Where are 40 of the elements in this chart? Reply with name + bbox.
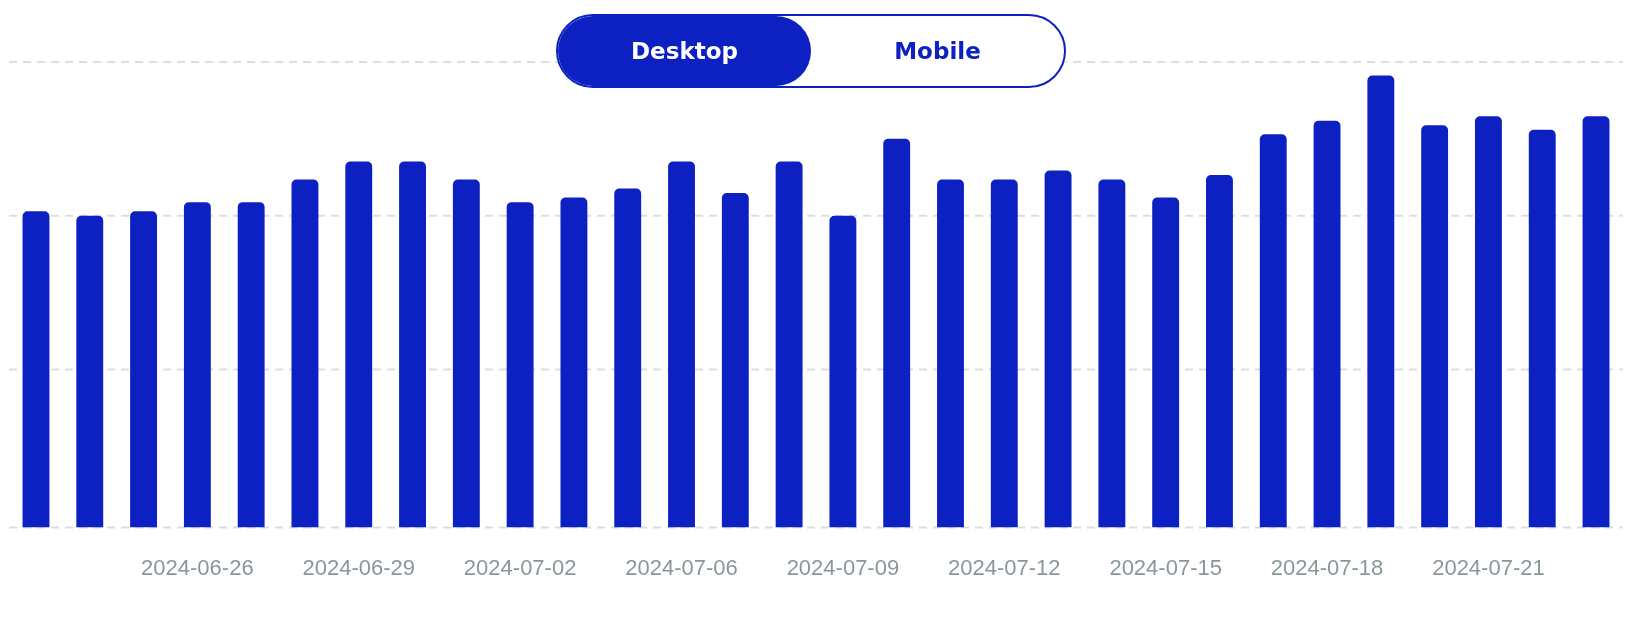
bar bbox=[775, 161, 803, 528]
x-tick-label: 2024-06-29 bbox=[302, 554, 416, 580]
bar bbox=[1474, 116, 1502, 528]
bar bbox=[1313, 120, 1341, 528]
bar bbox=[721, 193, 749, 528]
bar bbox=[668, 161, 695, 528]
bar bbox=[1259, 134, 1287, 528]
bar bbox=[1098, 179, 1126, 528]
x-tick-label: 2024-07-02 bbox=[463, 554, 577, 580]
x-tick-label: 2024-07-18 bbox=[1270, 554, 1384, 580]
x-tick-label: 2024-07-09 bbox=[786, 554, 900, 580]
bar bbox=[183, 202, 211, 528]
bar bbox=[1582, 116, 1610, 528]
bar bbox=[829, 215, 857, 528]
bar bbox=[883, 138, 911, 528]
bar bbox=[237, 202, 265, 528]
x-tick-label: 2024-07-06 bbox=[625, 554, 738, 580]
bar bbox=[399, 161, 426, 528]
bar bbox=[506, 202, 534, 528]
bar bbox=[1206, 175, 1233, 528]
x-tick-label: 2024-07-15 bbox=[1109, 554, 1222, 580]
view-toggle: Desktop Mobile bbox=[556, 14, 1066, 88]
bar bbox=[614, 188, 642, 528]
bar bbox=[345, 161, 373, 528]
x-tick-label: 2024-06-26 bbox=[141, 554, 254, 580]
bar bbox=[76, 215, 104, 528]
bar bbox=[130, 211, 158, 528]
bar bbox=[937, 179, 964, 528]
bar bbox=[990, 179, 1018, 528]
bar bbox=[560, 197, 588, 528]
bar bbox=[291, 179, 319, 528]
bar bbox=[1152, 197, 1180, 528]
bar bbox=[1367, 75, 1395, 528]
bar bbox=[1528, 129, 1556, 528]
x-tick-label: 2024-07-21 bbox=[1432, 554, 1545, 580]
bar bbox=[22, 211, 50, 528]
x-tick-label: 2024-07-12 bbox=[948, 554, 1061, 580]
bar bbox=[1421, 125, 1449, 528]
bar bbox=[1044, 170, 1072, 528]
bar bbox=[452, 179, 480, 528]
